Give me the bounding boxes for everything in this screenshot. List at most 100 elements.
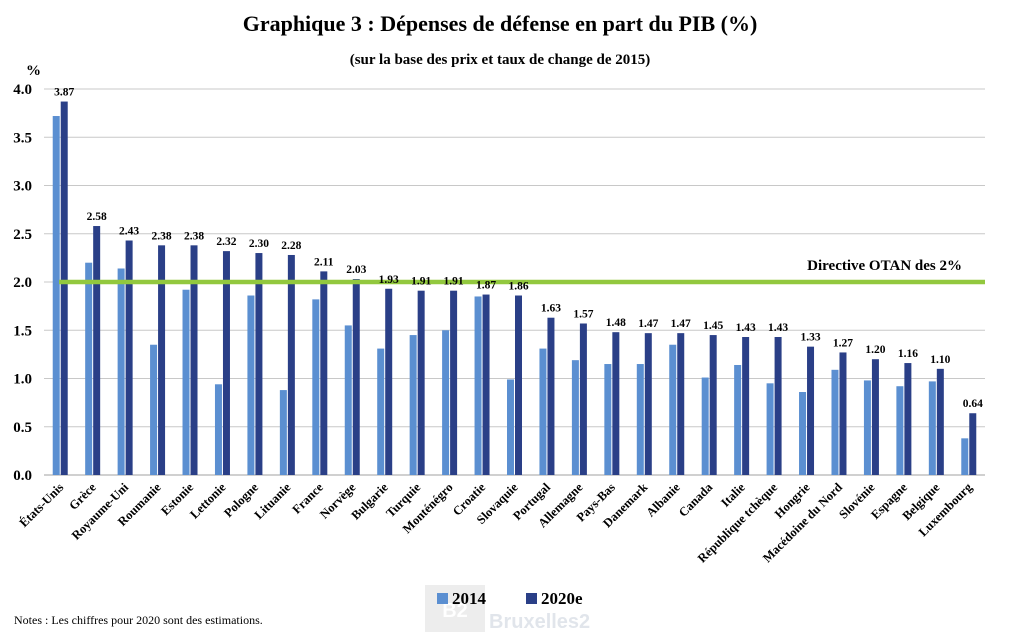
bar-2014 — [85, 262, 93, 475]
y-tick-label: 4.0 — [13, 82, 32, 98]
chart-title: Graphique 3 : Dépenses de défense en par… — [243, 11, 758, 36]
y-tick-label: 0.0 — [13, 468, 32, 484]
bar-2014 — [571, 360, 579, 475]
watermark: B2 Bruxelles2 — [425, 585, 590, 633]
bar-2020e — [125, 240, 133, 475]
bar-2020e — [579, 323, 587, 475]
bar-2020e — [742, 337, 750, 475]
data-label-2020e: 1.57 — [573, 308, 593, 320]
bar-2020e — [222, 251, 230, 475]
bar-2014 — [344, 325, 352, 475]
bar-2020e — [190, 245, 198, 475]
y-axis-label: % — [26, 63, 41, 79]
bar-2020e — [774, 337, 782, 475]
category-label: Lituanie — [252, 480, 294, 522]
otan-reference-label: Directive OTAN des 2% — [807, 258, 962, 274]
y-tick-label: 0.5 — [13, 420, 32, 436]
data-label-2020e: 1.91 — [411, 276, 431, 288]
bar-2020e — [807, 346, 815, 475]
data-label-2020e: 1.91 — [444, 276, 464, 288]
bar-2020e — [60, 101, 68, 476]
data-label-2020e: 1.93 — [379, 274, 399, 286]
y-tick-label: 1.0 — [13, 372, 32, 388]
bar-2014 — [701, 377, 709, 475]
bar-2020e — [482, 294, 490, 475]
bar-2014 — [409, 335, 417, 475]
data-label-2020e: 2.38 — [184, 230, 204, 242]
y-tick-label: 3.5 — [13, 130, 32, 146]
footnote: Notes : Les chiffres pour 2020 sont des … — [14, 613, 263, 627]
legend-swatch-2014 — [437, 593, 448, 604]
data-label-2020e: 1.86 — [508, 281, 528, 293]
y-axis-ticks: 0.0 0.5 1.0 1.5 2.0 2.5 3.0 3.5 4.0 — [13, 82, 32, 484]
bar-2014 — [799, 392, 807, 475]
bar-2020e — [904, 363, 912, 475]
bar-2014 — [961, 438, 969, 475]
bar-2014 — [182, 289, 190, 475]
bar-2020e — [515, 295, 522, 475]
data-labels: 3.87 2.58 2.43 2.38 2.38 2.32 2.30 2.28 2.11 2.03… — [54, 87, 983, 411]
chart-subtitle: (sur la base des prix et taux de change … — [350, 52, 651, 68]
category-label: États-Unis — [17, 480, 67, 530]
data-label-2020e: 1.16 — [898, 348, 918, 360]
watermark-logo: B2 — [442, 600, 468, 622]
y-tick-label: 3.0 — [13, 179, 32, 195]
bar-2020e — [158, 245, 166, 475]
bar-2020e — [417, 290, 425, 475]
bar-2014 — [150, 344, 158, 475]
bar-2014 — [896, 386, 904, 475]
bar-2014 — [377, 348, 385, 475]
watermark-logo-box — [425, 585, 485, 632]
data-label-2020e: 0.64 — [963, 398, 983, 410]
category-label: Albanie — [643, 480, 683, 520]
bar-2014 — [604, 364, 612, 475]
data-label-2020e: 2.11 — [314, 256, 334, 268]
bar-2014 — [636, 364, 644, 475]
bar-2014 — [214, 384, 222, 475]
data-label-2020e: 1.63 — [541, 303, 561, 315]
data-label-2020e: 1.87 — [476, 280, 496, 292]
data-label-2020e: 1.48 — [606, 317, 626, 329]
data-label-2020e: 1.47 — [671, 318, 691, 330]
y-tick-label: 2.0 — [13, 275, 32, 291]
bar-2020e — [871, 359, 879, 475]
bar-2020e — [287, 254, 295, 475]
bar-2020e — [352, 279, 360, 475]
bar-2020e — [320, 271, 328, 475]
bar-2020e — [612, 332, 620, 475]
legend-swatch-2020e — [526, 593, 537, 604]
bar-2020e — [709, 335, 717, 475]
bars — [52, 101, 977, 476]
data-label-2020e: 1.43 — [768, 322, 788, 334]
data-label-2020e: 1.47 — [638, 318, 658, 330]
y-tick-label: 2.5 — [13, 227, 32, 243]
bar-2020e — [969, 413, 977, 475]
legend-label-2014: 2014 — [452, 589, 487, 608]
bar-2020e — [547, 317, 555, 475]
legend: 2014 2020e — [437, 589, 583, 608]
bar-2020e — [93, 226, 101, 475]
bar-2020e — [255, 253, 263, 475]
bar-2020e — [644, 333, 652, 475]
bar-2020e — [450, 290, 458, 475]
data-label-2020e: 1.43 — [736, 322, 756, 334]
data-label-2020e: 1.33 — [800, 332, 820, 344]
bar-2014 — [52, 116, 60, 476]
bar-2014 — [831, 369, 839, 475]
bar-2014 — [247, 295, 255, 475]
bar-2014 — [312, 299, 320, 475]
data-label-2020e: 2.03 — [346, 264, 366, 276]
bar-2014 — [442, 330, 450, 475]
bar-2014 — [863, 380, 871, 475]
data-label-2020e: 2.30 — [249, 238, 269, 250]
bar-2014 — [734, 364, 742, 475]
bar-2014 — [928, 381, 936, 475]
category-label: Canada — [676, 480, 716, 520]
data-label-2020e: 1.45 — [703, 320, 723, 332]
data-label-2020e: 1.20 — [865, 344, 885, 356]
bar-2014 — [669, 344, 677, 475]
data-label-2020e: 1.10 — [930, 354, 950, 366]
data-label-2020e: 2.28 — [281, 240, 301, 252]
data-label-2020e: 3.87 — [54, 87, 74, 99]
x-axis-categories: États-Unis GrèceRoyaume-UniRoumanieEstoni… — [17, 480, 976, 566]
